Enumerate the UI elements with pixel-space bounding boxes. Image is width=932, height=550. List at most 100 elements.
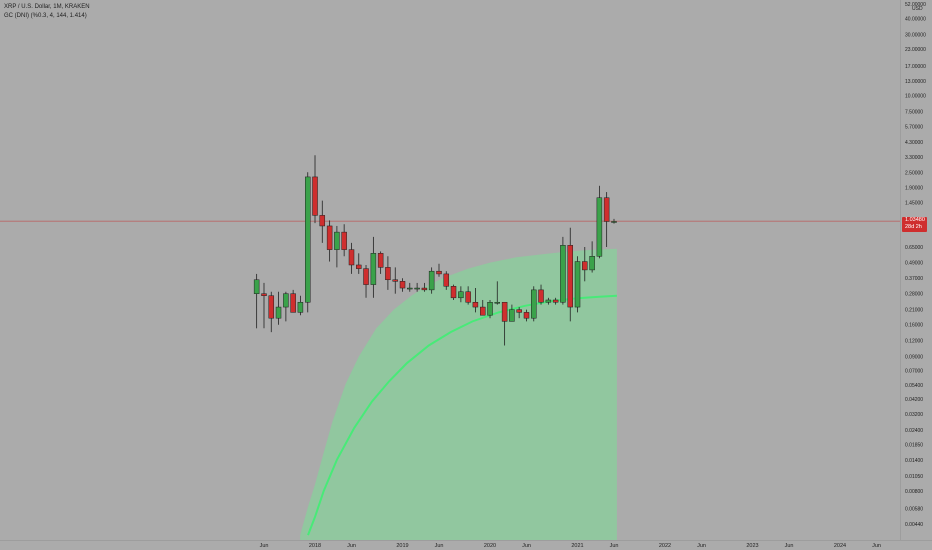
candle-body bbox=[275, 306, 282, 319]
price-tick-label: 4.30000 bbox=[905, 140, 923, 146]
candle-body bbox=[589, 256, 595, 271]
candle-body bbox=[611, 221, 617, 223]
price-tick-label: 0.28000 bbox=[905, 292, 923, 298]
price-tick-label: 0.21000 bbox=[905, 308, 923, 314]
time-tick-label: Jun bbox=[522, 543, 531, 549]
price-tick-label: 0.01850 bbox=[905, 442, 923, 448]
last-price-label: 1.03480 28d 2h bbox=[902, 217, 927, 232]
time-tick-label: 2024 bbox=[834, 543, 846, 549]
price-tick-label: 23.00000 bbox=[905, 47, 926, 53]
candle-body bbox=[348, 249, 355, 266]
candle-body bbox=[370, 253, 377, 285]
time-tick-label: Jun bbox=[347, 543, 356, 549]
price-unit-label: USD bbox=[912, 6, 923, 12]
indicator-band bbox=[300, 248, 617, 540]
price-tick-label: 0.01400 bbox=[905, 458, 923, 464]
candle-body bbox=[356, 264, 362, 269]
time-tick-label: 2021 bbox=[571, 543, 583, 549]
price-tick-label: 0.05400 bbox=[905, 383, 923, 389]
candle-body bbox=[458, 291, 464, 299]
last-price-value: 1.03480 bbox=[905, 217, 925, 223]
time-tick-label: 2020 bbox=[484, 543, 496, 549]
candle-body bbox=[538, 289, 544, 303]
time-tick-label: 2018 bbox=[309, 543, 321, 549]
candle-body bbox=[494, 301, 501, 304]
candle-body bbox=[319, 215, 326, 227]
price-tick-label: 30.00000 bbox=[905, 33, 926, 39]
time-tick-label: Jun bbox=[260, 543, 269, 549]
candle-body bbox=[421, 287, 428, 291]
candle-body bbox=[399, 281, 406, 289]
candle-body bbox=[436, 270, 442, 275]
candle-body bbox=[574, 261, 581, 308]
candle-body bbox=[334, 231, 340, 250]
price-tick-label: 0.49000 bbox=[905, 261, 923, 267]
candle-body bbox=[501, 301, 508, 322]
bar-countdown: 28d 2h bbox=[905, 224, 922, 230]
price-tick-label: 1.45000 bbox=[905, 201, 923, 207]
candle-body bbox=[523, 312, 530, 319]
indicator-legend[interactable]: GC (DNI) (%0.3, 4, 144, 1.414) bbox=[4, 13, 87, 19]
symbol-legend[interactable]: XRP / U.S. Dollar, 1M, KRAKEN bbox=[4, 4, 90, 10]
candle-body bbox=[377, 253, 384, 268]
time-tick-label: Jun bbox=[785, 543, 794, 549]
candle-body bbox=[472, 301, 479, 308]
price-tick-label: 1.90000 bbox=[905, 186, 923, 192]
candle-body bbox=[341, 231, 347, 250]
price-tick-label: 2.50000 bbox=[905, 170, 923, 176]
price-tick-label: 0.01050 bbox=[905, 474, 923, 480]
price-tick-label: 0.16000 bbox=[905, 323, 923, 329]
candle-body bbox=[290, 293, 296, 313]
candle-body bbox=[450, 286, 457, 299]
candle-body bbox=[443, 273, 450, 287]
candle-body bbox=[305, 176, 311, 303]
candle-body bbox=[326, 225, 333, 250]
candle-body bbox=[385, 267, 391, 281]
price-tick-label: 0.04200 bbox=[905, 397, 923, 403]
candle-body bbox=[509, 309, 515, 322]
price-tick-label: 10.00000 bbox=[905, 93, 926, 99]
candle-body bbox=[480, 306, 486, 316]
price-tick-label: 0.00440 bbox=[905, 522, 923, 528]
price-tick-label: 0.00800 bbox=[905, 489, 923, 495]
candle-body bbox=[407, 287, 413, 290]
price-tick-label: 0.02400 bbox=[905, 428, 923, 434]
time-tick-label: Jun bbox=[435, 543, 444, 549]
price-axis-divider bbox=[900, 0, 901, 540]
price-tick-label: 0.12000 bbox=[905, 339, 923, 345]
price-tick-label: 0.00580 bbox=[905, 507, 923, 513]
candle-body bbox=[531, 289, 537, 319]
time-tick-label: Jun bbox=[610, 543, 619, 549]
price-tick-label: 17.00000 bbox=[905, 64, 926, 70]
time-tick-label: Jun bbox=[872, 543, 881, 549]
price-tick-label: 5.70000 bbox=[905, 125, 923, 131]
candle-body bbox=[596, 197, 603, 257]
indicator-curve bbox=[307, 294, 617, 536]
time-tick-label: 2023 bbox=[746, 543, 758, 549]
candle-body bbox=[428, 270, 435, 291]
candle-body bbox=[582, 261, 588, 271]
price-tick-label: 0.07000 bbox=[905, 369, 923, 375]
time-axis-divider bbox=[0, 540, 932, 541]
candle-body bbox=[465, 291, 471, 303]
candle-body bbox=[487, 301, 493, 316]
price-tick-label: 52.00000 bbox=[905, 2, 926, 8]
price-tick-label: 0.03200 bbox=[905, 412, 923, 418]
candle-body bbox=[545, 299, 552, 303]
price-tick-label: 0.65000 bbox=[905, 245, 923, 251]
candle-body bbox=[552, 299, 559, 303]
candle-body bbox=[567, 245, 573, 308]
time-tick-label: Jun bbox=[697, 543, 706, 549]
price-tick-label: 3.30000 bbox=[905, 155, 923, 161]
price-tick-label: 7.50000 bbox=[905, 109, 923, 115]
price-tick-label: 0.37000 bbox=[905, 276, 923, 282]
time-tick-label: 2022 bbox=[659, 543, 671, 549]
candle-body bbox=[516, 309, 522, 313]
candle-body bbox=[268, 295, 275, 319]
price-tick-label: 40.00000 bbox=[905, 17, 926, 23]
candle-body bbox=[297, 301, 304, 313]
candle-body bbox=[261, 293, 267, 296]
candle-body bbox=[603, 197, 610, 222]
